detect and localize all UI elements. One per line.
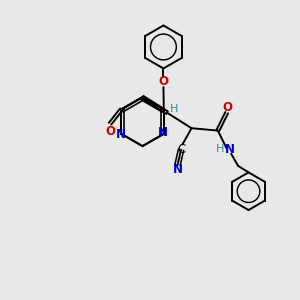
Text: N: N [225, 143, 235, 156]
Text: O: O [158, 75, 168, 88]
Text: H: H [170, 104, 179, 114]
Text: O: O [105, 125, 115, 138]
Text: N: N [158, 127, 168, 140]
Text: C: C [178, 143, 186, 156]
Text: N: N [173, 163, 183, 176]
Text: N: N [116, 128, 126, 141]
Text: H: H [216, 144, 224, 154]
Text: O: O [222, 101, 232, 114]
